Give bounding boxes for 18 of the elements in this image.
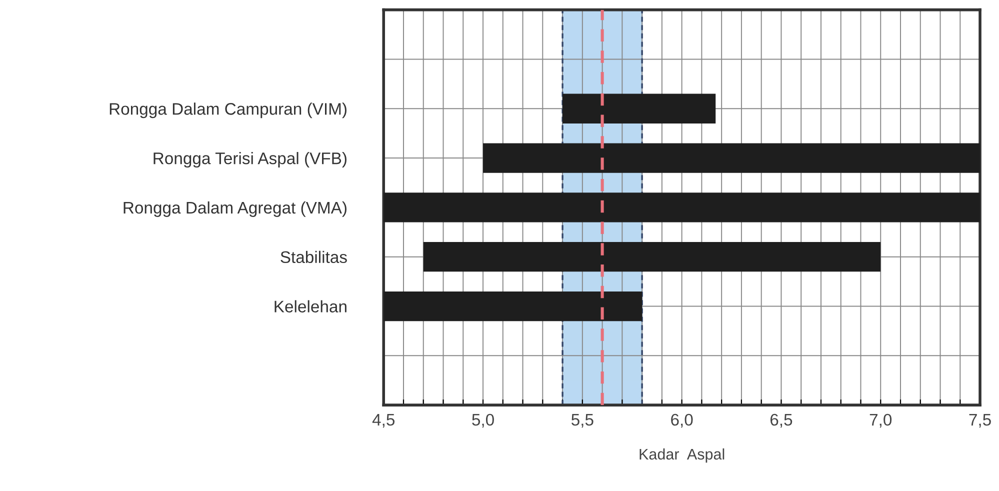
- bar: [423, 242, 881, 272]
- bar: [384, 192, 980, 222]
- y-tick-label: Rongga Terisi Aspal (VFB): [154, 152, 346, 168]
- x-tick-label: 4,5: [372, 414, 395, 428]
- bar: [562, 94, 716, 124]
- x-tick-label: 5,0: [472, 414, 494, 428]
- y-tick-label: Rongga Dalam Agregat (VMA): [124, 201, 346, 217]
- x-tick-label: 6,5: [770, 414, 792, 428]
- x-axis-title: Kadar Aspal: [640, 448, 724, 463]
- y-tick-label: Stabilitas: [280, 250, 347, 264]
- x-tick-label: 6,0: [671, 414, 693, 428]
- y-tick-label: Rongga Dalam Campuran (VIM): [110, 102, 346, 118]
- bar: [384, 291, 642, 322]
- bar: [483, 143, 980, 173]
- x-tick-label: 7,5: [969, 414, 991, 428]
- x-tick-label: 7,0: [870, 414, 892, 428]
- x-tick-label: 5,5: [572, 414, 594, 428]
- y-tick-label: Kelelehan: [274, 300, 346, 312]
